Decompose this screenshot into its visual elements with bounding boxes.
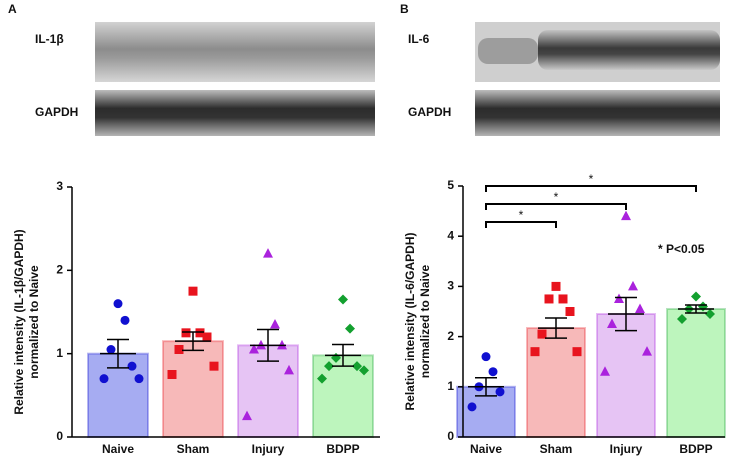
data-point bbox=[167, 370, 177, 379]
y-tick-label: 0 bbox=[56, 429, 63, 443]
data-point bbox=[181, 328, 191, 338]
data-point bbox=[99, 374, 109, 384]
data-point bbox=[544, 294, 554, 304]
data-point bbox=[558, 294, 568, 304]
panel-label: B bbox=[400, 2, 409, 16]
data-point bbox=[677, 314, 687, 325]
y-axis-label: normalized to Naive bbox=[27, 265, 41, 379]
data-point bbox=[600, 366, 610, 376]
y-tick-label: 1 bbox=[447, 379, 454, 393]
y-tick-label: 2 bbox=[447, 329, 454, 343]
data-point bbox=[352, 361, 362, 372]
data-point bbox=[345, 323, 355, 334]
data-point bbox=[120, 315, 130, 325]
blot-label: GAPDH bbox=[408, 105, 451, 119]
data-point bbox=[324, 361, 334, 372]
data-point bbox=[565, 307, 575, 316]
data-point bbox=[317, 373, 327, 384]
x-tick-label: Naive bbox=[102, 442, 134, 456]
data-point bbox=[134, 374, 144, 384]
data-point bbox=[642, 346, 652, 356]
data-point bbox=[488, 367, 498, 377]
data-point bbox=[628, 280, 638, 291]
x-tick-label: Naive bbox=[470, 442, 502, 456]
data-point bbox=[202, 332, 212, 342]
data-point bbox=[106, 345, 116, 354]
data-point bbox=[691, 291, 701, 302]
blot-label: IL-1β bbox=[35, 32, 64, 46]
data-point bbox=[530, 347, 540, 357]
data-point bbox=[467, 402, 477, 412]
significance-bracket bbox=[485, 221, 557, 228]
data-point bbox=[188, 286, 198, 296]
data-point bbox=[113, 299, 123, 309]
data-point bbox=[209, 361, 219, 371]
significance-label: * bbox=[519, 208, 524, 222]
y-axis-label: Relative intensity (IL-6/GAPDH) bbox=[403, 232, 417, 410]
significance-label: * bbox=[554, 190, 559, 204]
x-tick-label: Sham bbox=[540, 442, 573, 456]
blot-label: GAPDH bbox=[35, 105, 78, 119]
data-point bbox=[495, 387, 505, 397]
annotation: * P<0.05 bbox=[658, 242, 705, 256]
data-point bbox=[338, 294, 348, 305]
significance-bracket bbox=[485, 185, 697, 192]
data-point bbox=[174, 345, 184, 354]
significance-label: * bbox=[589, 172, 594, 186]
data-point bbox=[635, 303, 645, 313]
data-point bbox=[705, 309, 715, 320]
data-point bbox=[614, 293, 624, 303]
data-point bbox=[481, 352, 491, 362]
bar bbox=[162, 340, 224, 438]
y-tick-label: 2 bbox=[56, 263, 63, 277]
data-point bbox=[359, 365, 369, 376]
blot bbox=[95, 90, 375, 136]
data-point bbox=[551, 281, 561, 291]
data-point bbox=[195, 328, 205, 338]
data-point bbox=[284, 364, 294, 375]
y-tick-label: 4 bbox=[447, 228, 454, 242]
x-tick-label: BDPP bbox=[679, 442, 712, 456]
data-point bbox=[242, 410, 252, 421]
y-tick-label: 0 bbox=[447, 429, 454, 443]
data-point bbox=[607, 318, 617, 329]
blot bbox=[475, 90, 720, 136]
y-tick-label: 1 bbox=[56, 346, 63, 360]
y-axis-label: Relative intensity (IL-1β/GAPDH) bbox=[12, 229, 26, 414]
data-point bbox=[621, 210, 631, 221]
y-tick-label: 3 bbox=[447, 279, 454, 293]
y-tick-label: 3 bbox=[56, 179, 63, 193]
x-tick-label: Injury bbox=[610, 442, 643, 456]
blot-band bbox=[538, 30, 720, 70]
data-point bbox=[270, 319, 280, 329]
data-point bbox=[263, 248, 273, 258]
y-tick-label: 5 bbox=[447, 178, 454, 192]
data-point bbox=[249, 344, 259, 354]
bar bbox=[666, 307, 726, 438]
y-axis-label: normalized to Naive bbox=[418, 265, 432, 379]
blot-band bbox=[478, 38, 538, 64]
blot-label: IL-6 bbox=[408, 32, 430, 46]
data-point bbox=[572, 347, 582, 357]
significance-bracket bbox=[485, 203, 627, 210]
bar bbox=[526, 327, 586, 439]
data-point bbox=[537, 329, 547, 339]
x-tick-label: Injury bbox=[252, 442, 285, 456]
x-tick-label: BDPP bbox=[326, 442, 359, 456]
panel-label: A bbox=[8, 2, 17, 16]
data-point bbox=[127, 361, 137, 371]
x-tick-label: Sham bbox=[177, 442, 210, 456]
blot bbox=[95, 22, 375, 82]
